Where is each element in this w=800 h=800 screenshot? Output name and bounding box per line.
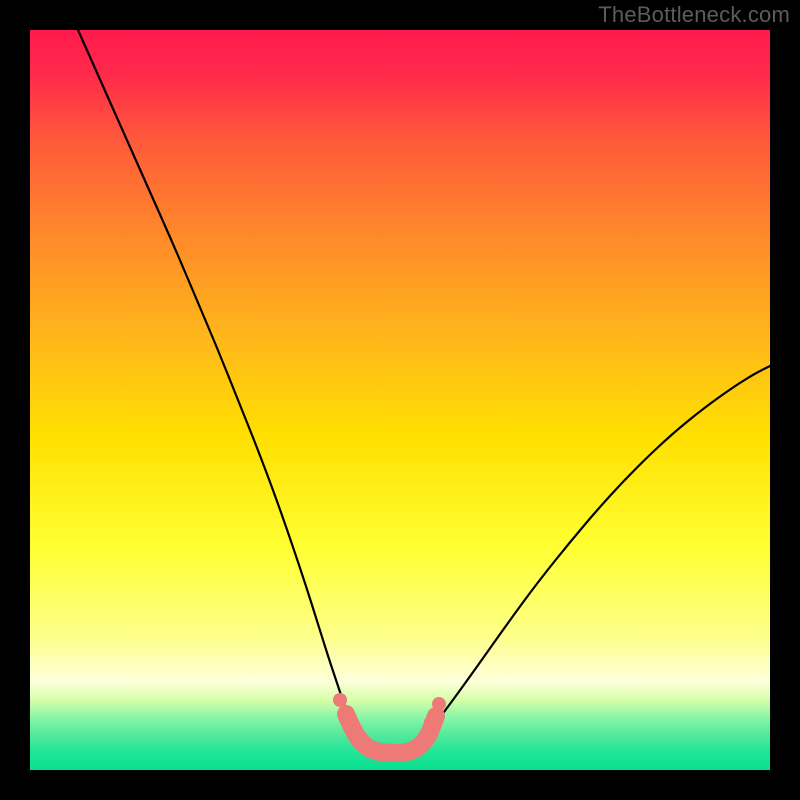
- gradient-background: [30, 30, 770, 770]
- bottleneck-chart: [30, 30, 770, 770]
- chart-root: TheBottleneck.com: [0, 0, 800, 800]
- plot-area: [30, 30, 770, 770]
- watermark-text: TheBottleneck.com: [598, 2, 790, 28]
